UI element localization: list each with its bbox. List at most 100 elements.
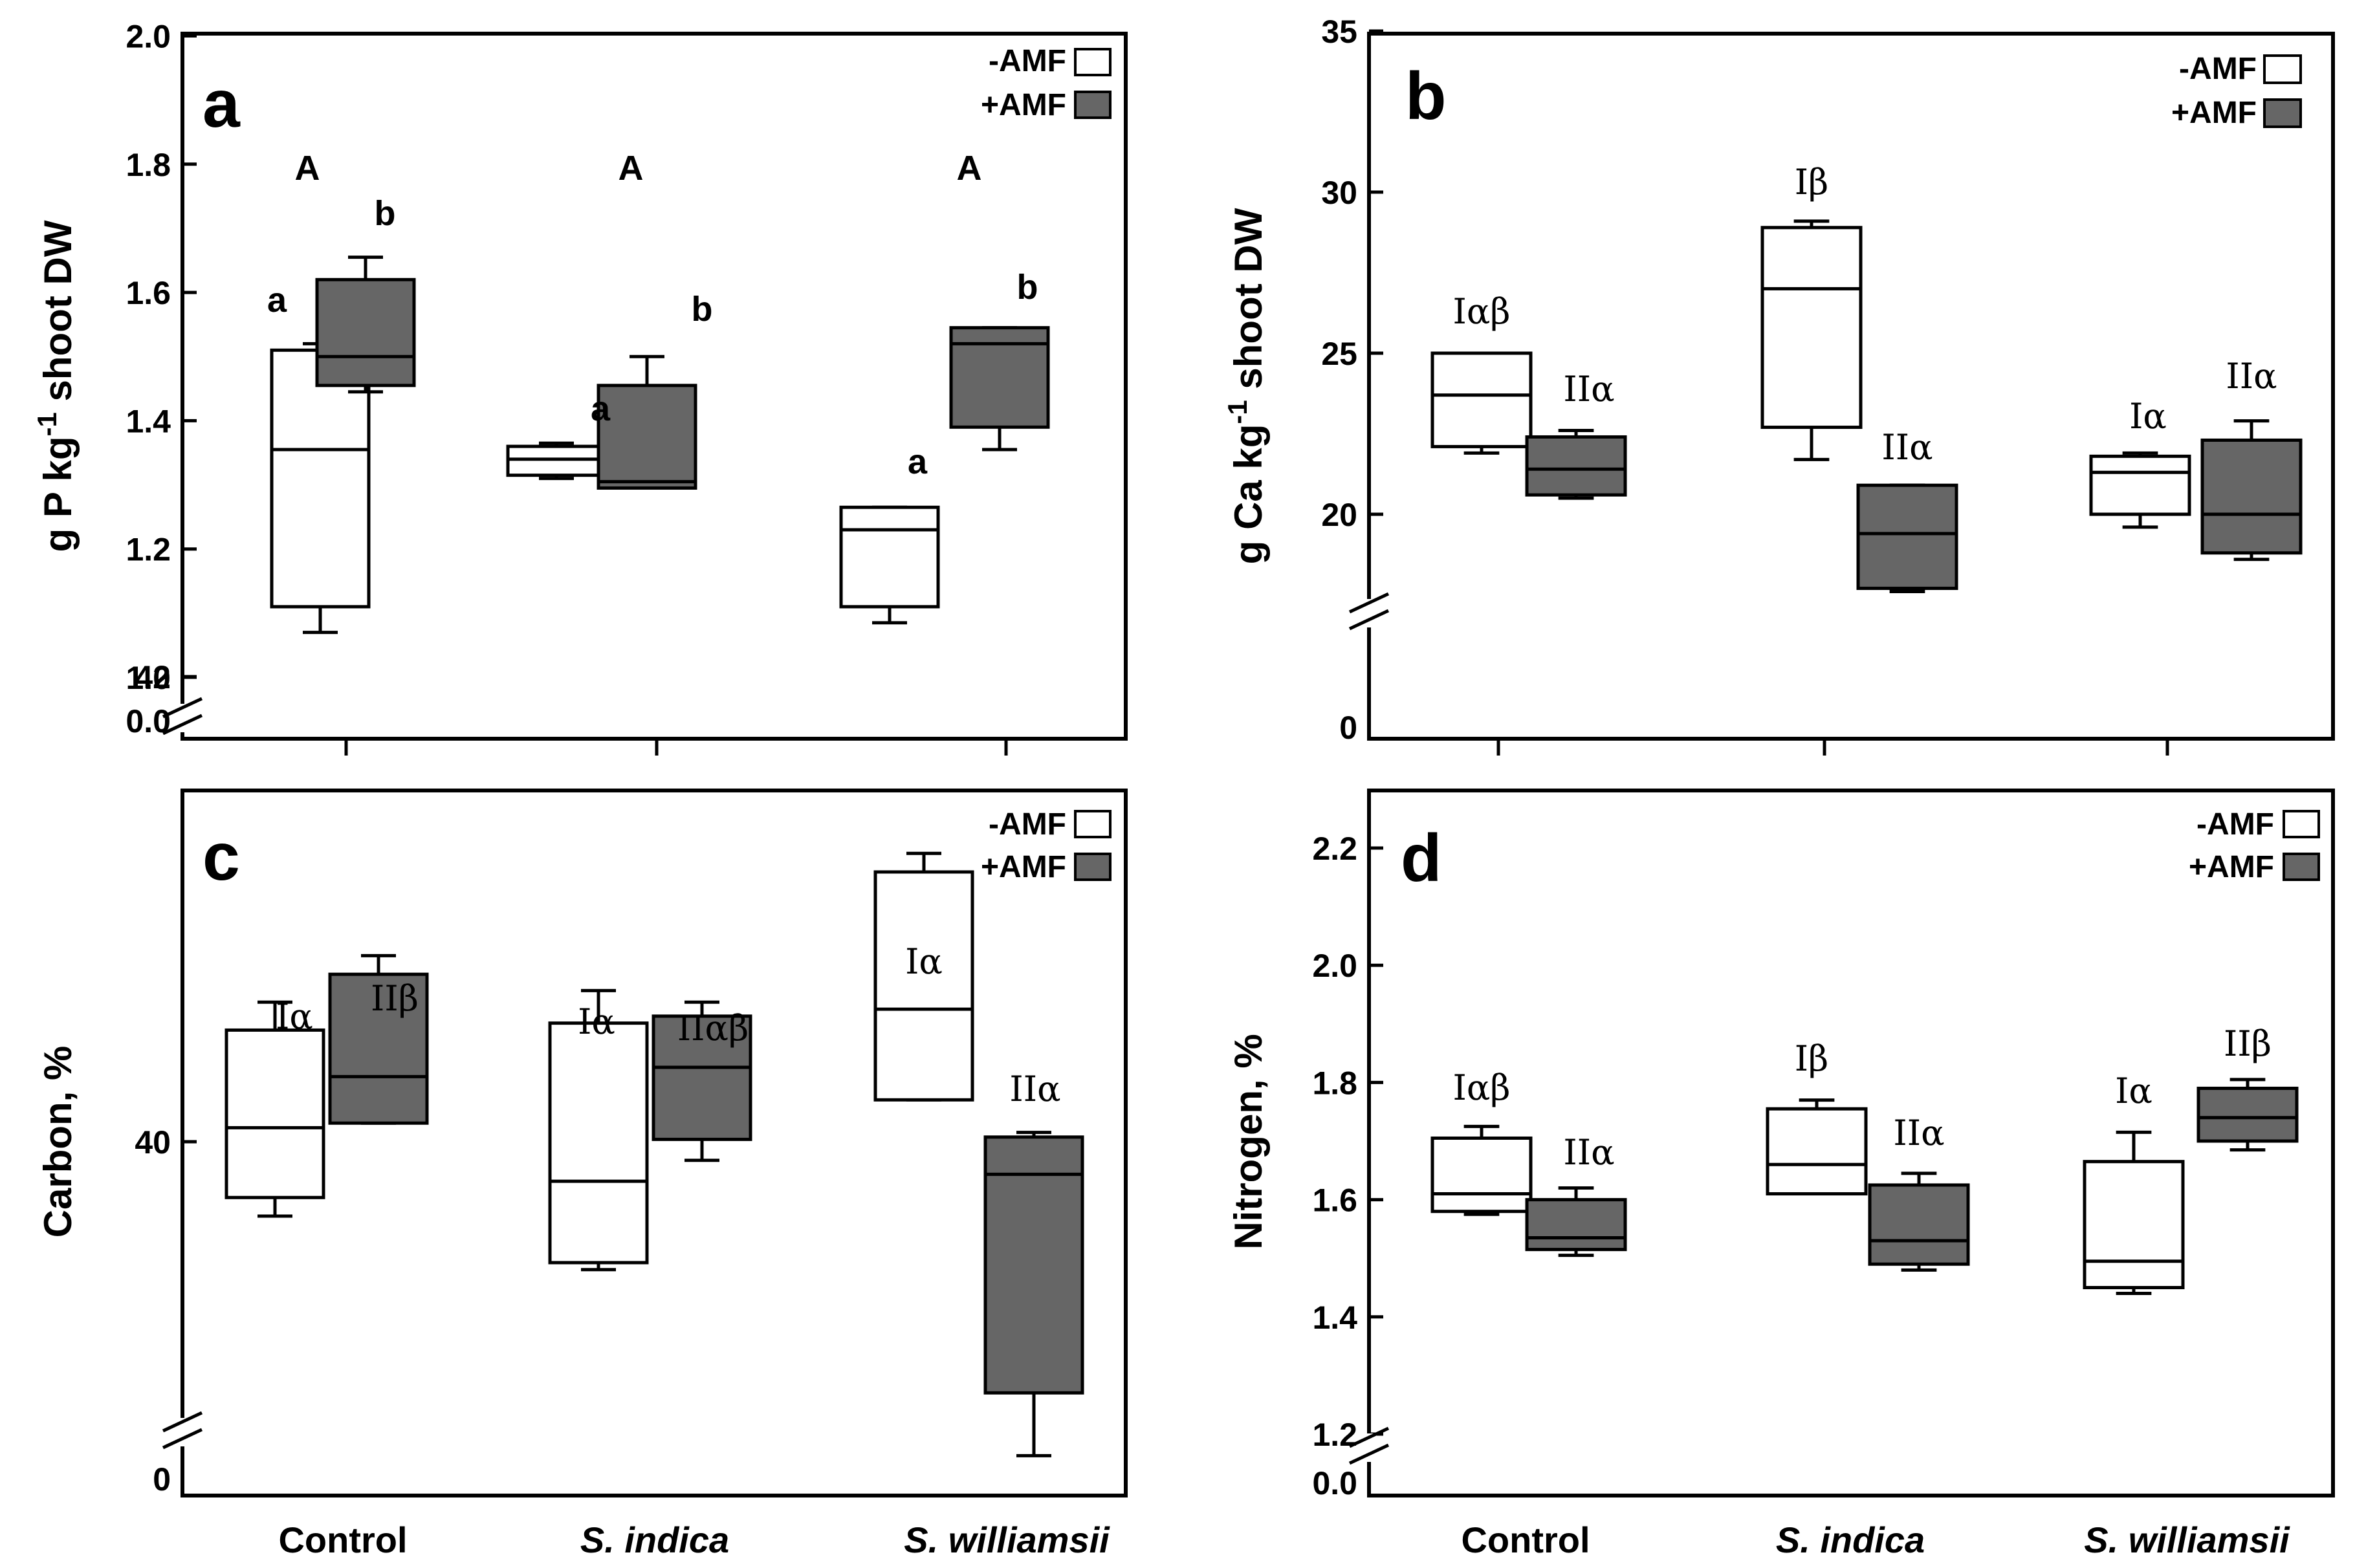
- y-tick-label: 42: [135, 659, 171, 695]
- panel-c: c Carbon, % 4240380 -AMF +AMF Iα IIβ Iα …: [36, 659, 1128, 1497]
- x-category-label: S. williamsii: [2084, 1519, 2290, 1560]
- panel-d-boxes: [1430, 1078, 2299, 1296]
- panel-c-y-axis: 4240380: [135, 659, 203, 1497]
- box-letter: IIβ: [371, 978, 419, 1019]
- box-iqr: [839, 505, 940, 609]
- box-letter: a: [267, 281, 287, 320]
- y-tick-label: 1.8: [1312, 1065, 1357, 1101]
- group-letter: A: [957, 149, 982, 188]
- axis-break-mark: [162, 1428, 203, 1450]
- box-iqr: [2089, 454, 2191, 516]
- x-axis-labels-right: Control S. indica S. williamsii: [1461, 1519, 2290, 1560]
- legend-plus-swatch: [2263, 98, 2302, 128]
- axis-break-mark: [162, 697, 203, 719]
- panel-d: d Nitrogen, % 2.22.01.81.61.41.20.0 -AMF…: [1227, 789, 2335, 1501]
- box-letter: IIα: [1893, 1113, 1944, 1153]
- y-tick-label: 2.0: [1312, 948, 1357, 984]
- box-iqr: [1760, 226, 1863, 430]
- panel-a-ylabel: g P kg-1 shoot DW: [32, 220, 80, 552]
- x-category-label: S. indica: [580, 1519, 729, 1560]
- y-tick-label: 1.4: [1312, 1300, 1357, 1336]
- legend-plus-label: +AMF: [981, 850, 1066, 884]
- box-letter: b: [692, 290, 713, 329]
- legend-plus-label: +AMF: [981, 88, 1066, 122]
- box-letter: a: [591, 389, 611, 428]
- panel-c-boxes: [225, 851, 1084, 1457]
- box-iqr: [1766, 1107, 1868, 1196]
- panel-a-label: a: [203, 67, 241, 142]
- box-iqr: [597, 384, 697, 490]
- box-letter: IIα: [1009, 1069, 1060, 1109]
- panel-a: a g P kg-1 shoot DW 2.0 1.8 1.6 1.4 1.2 1.0 0.…: [32, 19, 1128, 756]
- box-letter: Iα: [276, 996, 313, 1037]
- box-letter: IIαβ: [677, 1008, 749, 1049]
- panel-c-ylabel: Carbon, %: [36, 1046, 80, 1238]
- panel-b-label: b: [1405, 59, 1447, 134]
- box-iqr: [270, 348, 371, 609]
- panel-b-boxes: [1430, 219, 2303, 594]
- box-iqr: [1430, 351, 1533, 448]
- axis-break-mark: [162, 713, 203, 735]
- legend-plus-swatch: [2283, 853, 2320, 881]
- box-iqr: [873, 870, 974, 1102]
- box-iqr: [225, 1028, 325, 1199]
- legend-minus-swatch: [2263, 54, 2302, 84]
- legend-plus-swatch: [1074, 91, 1112, 119]
- y-tick-label: 40: [135, 1124, 171, 1160]
- y-break-label: 0.0: [1312, 1465, 1357, 1501]
- box-letter: IIα: [1881, 427, 1933, 468]
- legend-minus-label: -AMF: [989, 44, 1066, 78]
- axis-break-mark: [1348, 592, 1390, 614]
- y-break-label: 0: [153, 1461, 171, 1497]
- legend-plus-swatch: [1074, 853, 1112, 881]
- panel-a-boxes: [270, 256, 1050, 635]
- box-letter: Iαβ: [1452, 291, 1510, 332]
- box-iqr: [1525, 435, 1627, 497]
- y-tick-label: 30: [1321, 175, 1357, 211]
- panel-d-frame: [1367, 789, 2335, 1497]
- box-iqr: [2196, 1086, 2299, 1143]
- legend-minus-swatch: [1074, 48, 1112, 76]
- box-letter: Iα: [2129, 396, 2167, 437]
- y-tick-label: 25: [1321, 336, 1357, 372]
- y-tick-label: 20: [1321, 497, 1357, 533]
- box-letter: Iβ: [1795, 162, 1829, 202]
- legend-minus-swatch: [2283, 810, 2320, 838]
- box-letter: Iβ: [1795, 1038, 1829, 1079]
- box-letter: Iα: [905, 941, 943, 982]
- panel-c-legend: -AMF +AMF: [981, 807, 1112, 884]
- box-letter: b: [1017, 268, 1038, 307]
- box-letter: IIα: [1563, 369, 1614, 409]
- box-letter: a: [908, 442, 928, 481]
- y-break-label: 0: [1339, 710, 1357, 746]
- box-iqr: [983, 1135, 1084, 1395]
- box-iqr: [328, 972, 429, 1125]
- panel-d-label: d: [1401, 821, 1442, 896]
- y-tick-label: 1.2: [126, 532, 171, 568]
- legend-minus-label: -AMF: [989, 807, 1066, 842]
- axis-break-mark: [1348, 1426, 1390, 1448]
- panel-b-legend: -AMF +AMF: [2171, 52, 2302, 130]
- box-iqr: [1525, 1198, 1627, 1252]
- x-category-label: S. indica: [1776, 1519, 1925, 1560]
- axis-break-mark: [162, 1411, 203, 1433]
- box-letter: IIβ: [2224, 1023, 2272, 1064]
- box-iqr: [2200, 438, 2303, 555]
- panel-b-y-axis: 35 30 25 20 0: [1321, 14, 2169, 756]
- box-letter: IIα: [2226, 356, 2277, 397]
- panel-a-y-axis: 2.0 1.8 1.6 1.4 1.2 1.0 0.0: [126, 19, 1008, 756]
- box-iqr: [1430, 1136, 1533, 1214]
- legend-minus-label: -AMF: [2179, 52, 2257, 86]
- panel-b: b g Ca kg-1 shoot DW 35 30 25 20 0 -AMF +AMF…: [1222, 14, 2335, 756]
- y-tick-label: 1.8: [126, 147, 171, 183]
- x-axis-labels-left: Control S. indica S. williamsii: [278, 1519, 1110, 1560]
- group-letter: A: [619, 149, 644, 188]
- box-iqr: [1868, 1183, 1970, 1266]
- box-iqr: [315, 278, 416, 387]
- y-tick-label: 1.4: [126, 403, 171, 439]
- box-letter: Iα: [2115, 1071, 2152, 1111]
- box-iqr: [2083, 1160, 2185, 1289]
- axis-break-mark: [1348, 609, 1390, 631]
- panel-b-frame: [1367, 32, 2335, 741]
- legend-plus-label: +AMF: [2189, 850, 2274, 884]
